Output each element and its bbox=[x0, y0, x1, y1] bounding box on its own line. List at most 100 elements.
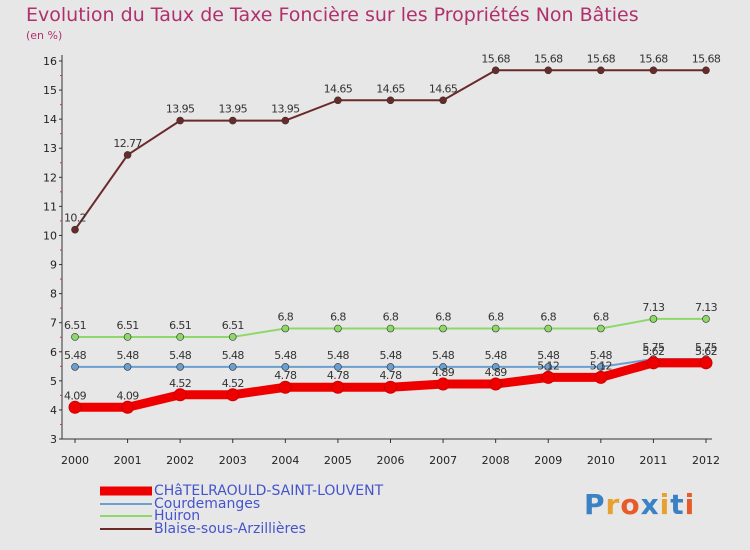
data-label: 4.52 bbox=[222, 377, 244, 390]
data-label: 5.75 bbox=[642, 341, 665, 354]
data-point bbox=[544, 324, 553, 333]
data-label: 4.52 bbox=[169, 377, 191, 390]
data-point bbox=[281, 324, 290, 333]
legend-swatch bbox=[100, 502, 152, 505]
data-point bbox=[702, 315, 710, 323]
data-label: 15.68 bbox=[639, 52, 668, 65]
x-tick-label: 2000 bbox=[61, 454, 89, 467]
x-tick-label: 2012 bbox=[692, 454, 720, 467]
data-point bbox=[597, 66, 605, 75]
x-tick-label: 2009 bbox=[534, 454, 562, 467]
data-label: 5.48 bbox=[432, 349, 455, 362]
data-label: 14.65 bbox=[429, 82, 458, 95]
logo-letter: t bbox=[670, 488, 685, 521]
data-point bbox=[176, 333, 184, 341]
data-point bbox=[68, 400, 82, 414]
data-point bbox=[386, 324, 395, 333]
x-tick-label: 2008 bbox=[482, 454, 510, 467]
legend-label: Courdemanges bbox=[154, 495, 261, 512]
y-tick-label: 3 bbox=[50, 433, 57, 446]
data-label: 4.09 bbox=[117, 389, 140, 402]
data-label: 15.68 bbox=[587, 52, 616, 65]
y-tick-label: 13 bbox=[43, 142, 57, 155]
data-point bbox=[439, 363, 447, 371]
data-point bbox=[386, 96, 395, 105]
data-point bbox=[594, 370, 608, 384]
data-label: 6.8 bbox=[383, 311, 399, 324]
logo-letter: i bbox=[659, 488, 671, 521]
data-label: 5.48 bbox=[327, 349, 350, 362]
data-label: 14.65 bbox=[376, 82, 405, 95]
data-label: 5.75 bbox=[695, 341, 718, 354]
data-point bbox=[228, 333, 237, 341]
data-point bbox=[386, 363, 395, 371]
x-tick-label: 2003 bbox=[219, 454, 247, 467]
data-label: 5.48 bbox=[590, 349, 613, 362]
data-point bbox=[702, 66, 710, 75]
x-tick-label: 2010 bbox=[587, 454, 615, 467]
data-point bbox=[436, 377, 450, 391]
data-point bbox=[281, 363, 290, 371]
data-label: 4.89 bbox=[432, 366, 455, 379]
data-point bbox=[226, 388, 240, 402]
data-label: 6.8 bbox=[330, 311, 346, 324]
data-point bbox=[123, 151, 132, 159]
data-point bbox=[544, 66, 553, 75]
data-label: 13.95 bbox=[271, 103, 300, 116]
data-point bbox=[649, 315, 658, 323]
y-tick-label: 10 bbox=[43, 229, 57, 242]
y-tick-label: 12 bbox=[43, 171, 57, 184]
data-label: 6.51 bbox=[222, 319, 244, 332]
x-tick-label: 2001 bbox=[114, 454, 142, 467]
data-label: 5.62 bbox=[695, 345, 717, 358]
y-tick-label: 4 bbox=[50, 404, 57, 417]
data-point bbox=[439, 96, 447, 105]
chart-title: Evolution du Taux de Taxe Foncière sur l… bbox=[26, 4, 639, 26]
data-label: 6.8 bbox=[435, 311, 451, 324]
data-point bbox=[123, 363, 132, 371]
data-label: 5.48 bbox=[117, 349, 140, 362]
data-label: 5.48 bbox=[222, 349, 245, 362]
data-point bbox=[278, 380, 292, 394]
x-tick-label: 2006 bbox=[377, 454, 405, 467]
y-tick-label: 5 bbox=[50, 375, 57, 388]
data-label: 12.77 bbox=[113, 137, 142, 150]
data-label: 4.78 bbox=[379, 369, 402, 382]
data-point bbox=[334, 324, 342, 333]
data-point bbox=[176, 363, 184, 371]
x-tick-label: 2011 bbox=[639, 454, 667, 467]
data-point bbox=[281, 116, 290, 125]
data-label: 6.8 bbox=[593, 311, 609, 324]
logo-letter: x bbox=[640, 488, 660, 521]
y-tick-label: 11 bbox=[43, 200, 57, 213]
legend-label: CHâTELRAOULD-SAINT-LOUVENT bbox=[154, 483, 384, 499]
data-label: 5.48 bbox=[379, 349, 402, 362]
data-point bbox=[597, 324, 605, 333]
data-label: 4.09 bbox=[64, 389, 87, 402]
data-point bbox=[699, 356, 713, 370]
data-point bbox=[491, 363, 500, 371]
data-label: 15.68 bbox=[481, 52, 510, 65]
x-tick-label: 2005 bbox=[324, 454, 352, 467]
data-point bbox=[489, 377, 503, 391]
data-label: 13.95 bbox=[219, 103, 248, 116]
data-point bbox=[491, 324, 500, 333]
logo-letter: i bbox=[684, 488, 696, 521]
legend-swatch bbox=[100, 515, 152, 517]
x-tick-label: 2007 bbox=[429, 454, 457, 467]
proxiti-logo[interactable]: Proxiti bbox=[584, 488, 695, 521]
data-label: 5.48 bbox=[485, 349, 508, 362]
data-label: 14.65 bbox=[324, 82, 353, 95]
logo-letter: o bbox=[620, 488, 641, 521]
data-label: 4.78 bbox=[274, 369, 297, 382]
data-label: 5.48 bbox=[64, 349, 87, 362]
data-point bbox=[646, 356, 660, 370]
data-point bbox=[334, 363, 342, 371]
data-point bbox=[228, 116, 237, 125]
data-point bbox=[541, 370, 555, 384]
y-tick-label: 6 bbox=[50, 346, 57, 359]
data-point bbox=[176, 116, 184, 125]
data-point bbox=[597, 363, 605, 371]
data-label: 4.89 bbox=[485, 366, 508, 379]
